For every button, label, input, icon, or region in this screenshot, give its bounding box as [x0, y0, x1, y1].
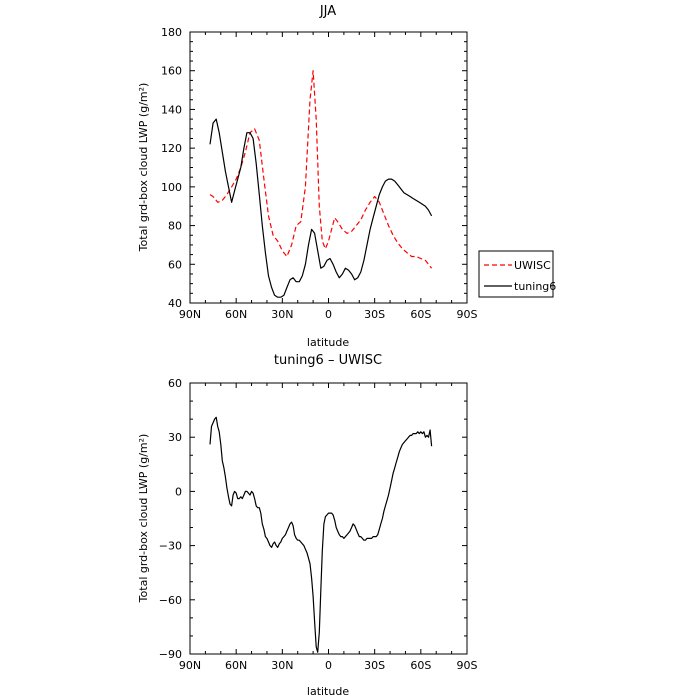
top-y-tick-label: 100	[161, 181, 182, 194]
bottom-series-line-difference	[209, 416, 433, 653]
bottom-y-tick-label: −60	[159, 594, 182, 607]
bottom-x-tick-label: 30N	[271, 659, 293, 672]
bottom-y-tick-label: 60	[168, 377, 182, 390]
top-x-tick-label: 90S	[457, 308, 478, 321]
bottom-x-tick-label: 0	[325, 659, 332, 672]
top-x-axis-label: latitude	[307, 336, 349, 349]
legend-label-uwisc: UWISC	[514, 259, 551, 272]
top-y-tick-label: 160	[161, 65, 182, 78]
top-y-tick-label: 140	[161, 103, 182, 116]
bottom-series	[209, 416, 433, 653]
bottom-y-tick-label: −90	[159, 648, 182, 661]
legend-label-tuning6: tuning6	[514, 280, 556, 293]
bottom-y-tick-label: 0	[175, 485, 182, 498]
legend-box	[478, 250, 554, 298]
bottom-panel: tuning6 – UWISC 90N 60N 30N 0 30S 60S 90S −90 −6…	[137, 353, 478, 698]
top-series-line-tuning6	[209, 118, 433, 298]
top-y-tick-label: 80	[168, 220, 182, 233]
bottom-ticks: 90N 60N 30N 0 30S 60S 90S −90 −60 −30 0 30 60	[159, 377, 478, 672]
top-plot-frame	[189, 31, 468, 304]
top-x-tick-label: 0	[325, 308, 332, 321]
legend: UWISC tuning6	[478, 250, 556, 298]
top-x-tick-label: 30S	[364, 308, 385, 321]
bottom-y-axis-label: Total grd-box cloud LWP (g/m²)	[137, 434, 150, 604]
top-y-tick-label: 60	[168, 258, 182, 271]
bottom-x-tick-label: 90S	[457, 659, 478, 672]
bottom-y-tick-label: −30	[159, 540, 182, 553]
bottom-x-axis-label: latitude	[307, 685, 349, 698]
bottom-panel-title: tuning6 – UWISC	[274, 353, 382, 368]
top-x-tick-label: 60N	[225, 308, 247, 321]
bottom-x-tick-label: 60S	[410, 659, 431, 672]
top-x-tick-label: 60S	[410, 308, 431, 321]
bottom-x-tick-label: 90N	[179, 659, 201, 672]
bottom-x-tick-label: 30S	[364, 659, 385, 672]
top-y-axis-label: Total grd-box cloud LWP (g/m²)	[137, 83, 150, 253]
top-panel-title: JJA	[319, 4, 336, 19]
top-y-tick-label: 40	[168, 297, 182, 310]
top-x-tick-label: 30N	[271, 308, 293, 321]
top-y-tick-label: 180	[161, 26, 182, 39]
bottom-x-tick-label: 60N	[225, 659, 247, 672]
top-ticks: 90N 60N 30N 0 30S 60S 90S 40 60 80 100 120 140 160 180	[161, 26, 478, 321]
top-x-tick-label: 90N	[179, 308, 201, 321]
bottom-plot-frame	[189, 382, 468, 655]
top-y-tick-label: 120	[161, 142, 182, 155]
top-series-line-uwisc	[209, 70, 433, 269]
top-series	[209, 70, 433, 298]
top-panel: JJA 90N 60N 30N 0 30S 60S 90S 40 60 80 100 120 140 16…	[137, 4, 478, 349]
bottom-y-tick-label: 30	[168, 431, 182, 444]
